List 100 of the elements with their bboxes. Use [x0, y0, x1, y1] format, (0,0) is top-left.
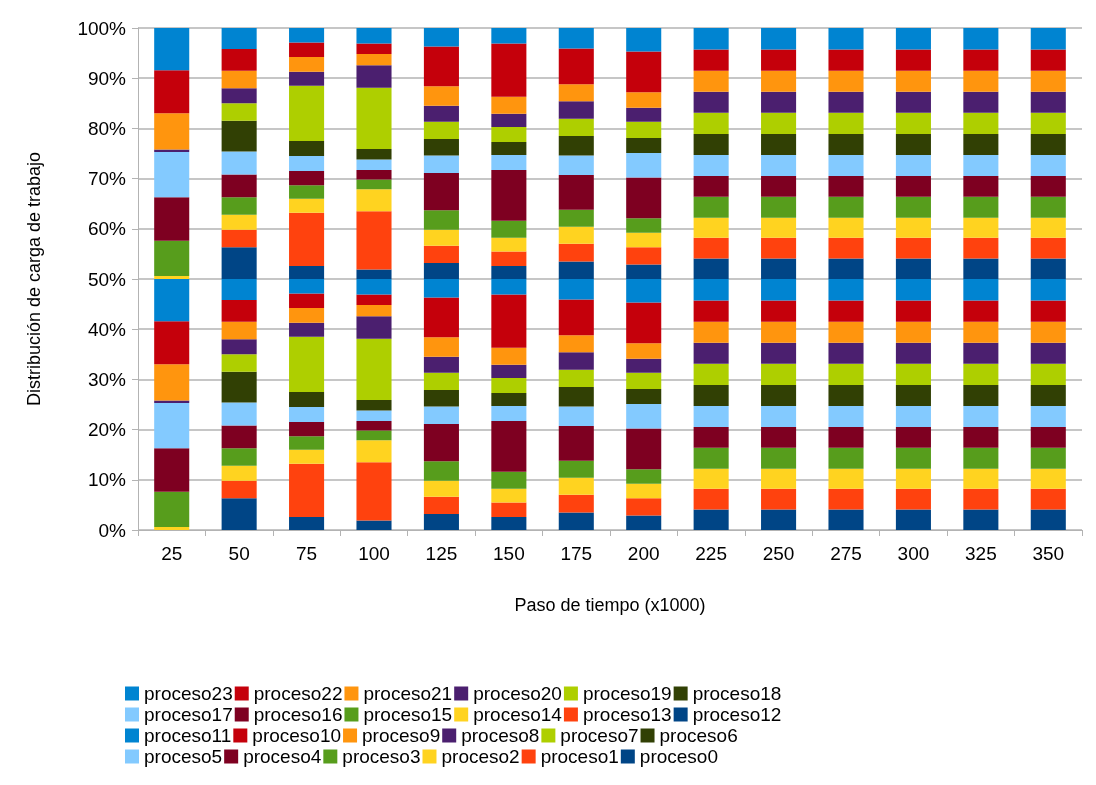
legend-label: proceso8	[461, 725, 540, 746]
bar	[828, 91, 864, 113]
bar	[289, 42, 325, 58]
bar	[491, 392, 527, 407]
bar	[356, 54, 392, 66]
x-tick-label: 125	[425, 543, 458, 564]
bar	[895, 342, 931, 364]
bar	[626, 247, 662, 265]
bar	[423, 155, 459, 174]
bar	[626, 388, 662, 404]
bar	[154, 279, 190, 322]
bar	[1030, 279, 1066, 301]
bar	[626, 498, 662, 516]
legend-label: proceso1	[540, 746, 619, 767]
bar	[895, 237, 931, 259]
x-tick-label: 50	[228, 543, 250, 564]
bar	[895, 427, 931, 448]
legend-label: proceso5	[144, 746, 223, 767]
y-tick-label: 40%	[87, 318, 127, 340]
bar	[626, 28, 662, 52]
bar	[626, 372, 662, 389]
bar	[693, 49, 729, 71]
bar	[154, 491, 190, 527]
bar	[558, 48, 594, 85]
bar	[356, 294, 392, 306]
x-tick-label: 300	[897, 543, 930, 564]
bar	[356, 305, 392, 317]
bar	[221, 197, 257, 215]
bar	[1030, 70, 1066, 92]
bar	[356, 338, 392, 400]
bar	[963, 279, 999, 301]
bar	[693, 258, 729, 279]
bar	[289, 322, 325, 337]
legend-label: proceso11	[144, 725, 232, 746]
bar	[356, 462, 392, 521]
bar	[289, 71, 325, 86]
x-axis-title: Paso de tiempo (x1000)	[514, 595, 706, 615]
bar	[761, 509, 797, 530]
bar	[221, 498, 257, 530]
bar	[963, 406, 999, 428]
bar	[356, 399, 392, 411]
y-tick-label: 90%	[87, 67, 127, 89]
bar	[963, 133, 999, 156]
bar	[1030, 176, 1066, 197]
bar	[423, 513, 459, 530]
x-tick-label: 150	[493, 543, 525, 564]
bar	[963, 258, 999, 279]
bar	[491, 155, 527, 171]
bar	[491, 28, 527, 44]
bar	[761, 300, 797, 322]
bar	[693, 406, 729, 428]
bar	[154, 240, 190, 276]
bar	[558, 28, 594, 49]
bar	[626, 279, 662, 303]
bar	[423, 210, 459, 230]
bar	[963, 363, 999, 385]
bar	[693, 196, 729, 218]
bar	[761, 342, 797, 364]
bar	[423, 480, 459, 497]
bar	[895, 468, 931, 489]
bar	[356, 430, 392, 441]
legend-label: proceso20	[473, 683, 562, 704]
bar	[895, 384, 931, 407]
bar	[1030, 509, 1066, 530]
bar	[895, 176, 931, 197]
bar	[761, 70, 797, 92]
bar	[895, 112, 931, 134]
bar	[221, 103, 257, 121]
bar	[828, 112, 864, 134]
bar	[895, 509, 931, 530]
bar	[289, 185, 325, 199]
bar	[356, 65, 392, 88]
bar	[491, 377, 527, 393]
legend-label: proceso6	[659, 725, 738, 746]
bar	[828, 176, 864, 197]
bar	[221, 174, 257, 198]
bar	[895, 279, 931, 301]
bar	[558, 261, 594, 279]
bar	[289, 156, 325, 172]
bar	[154, 364, 190, 401]
bar	[828, 468, 864, 489]
y-tick-label: 80%	[87, 117, 127, 139]
bar	[1030, 237, 1066, 259]
bar	[828, 342, 864, 364]
legend-label: proceso9	[362, 725, 441, 746]
bar	[626, 51, 662, 93]
bar	[895, 217, 931, 238]
bar	[963, 196, 999, 218]
y-tick-label: 30%	[87, 368, 127, 390]
bar	[356, 211, 392, 270]
bar	[693, 321, 729, 343]
bar	[558, 118, 594, 136]
bar	[491, 406, 527, 422]
bar	[154, 275, 190, 279]
bar	[1030, 384, 1066, 407]
bar	[626, 343, 662, 359]
bar	[1030, 468, 1066, 489]
bar	[289, 516, 325, 530]
bar	[423, 337, 459, 357]
bar	[491, 170, 527, 221]
